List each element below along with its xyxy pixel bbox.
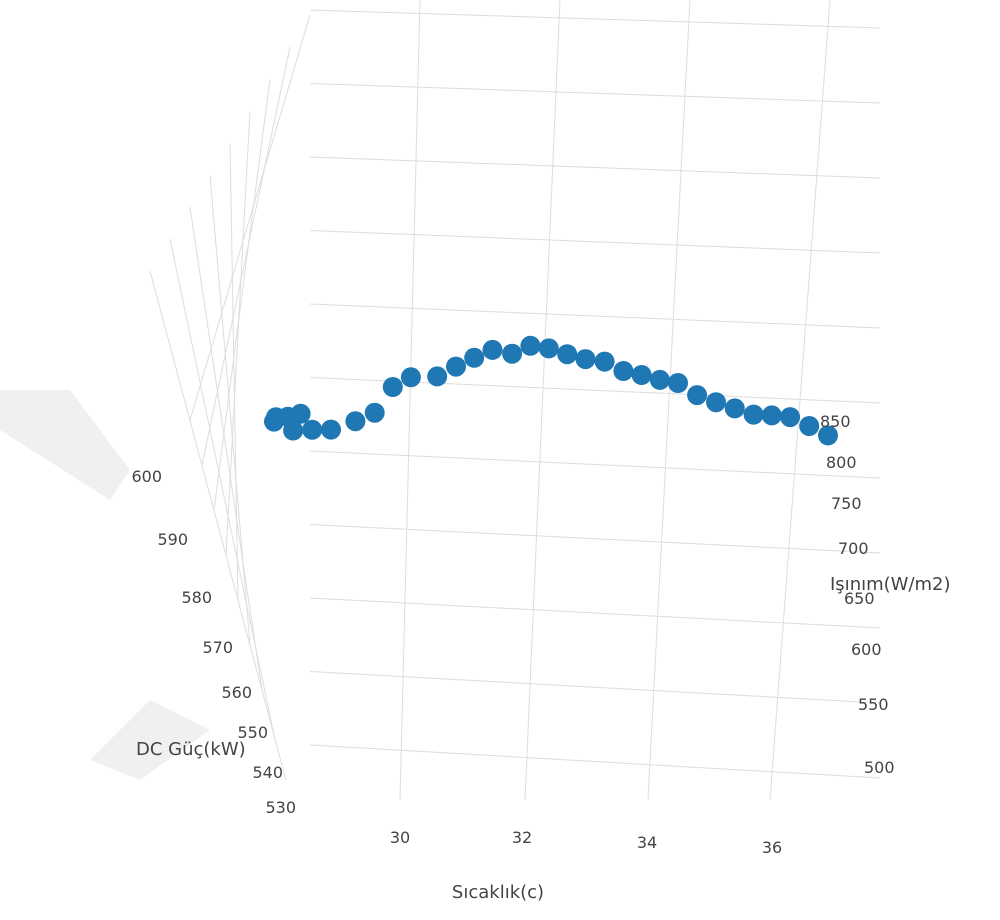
data-point <box>382 377 403 397</box>
data-point <box>631 365 652 385</box>
grid-line <box>309 9 881 29</box>
grid-line <box>309 450 881 479</box>
data-point <box>520 335 541 356</box>
grid-line <box>229 142 239 601</box>
x-axis-title: Sıcaklık(c) <box>452 882 544 903</box>
grid-line <box>309 230 881 254</box>
z-axis-title: DC Güç(kW) <box>136 739 246 760</box>
grid-lines <box>149 0 881 801</box>
data-point <box>264 411 284 432</box>
z-tick-label: 550 <box>237 723 268 742</box>
data-point <box>557 344 578 365</box>
x-tick-label: 30 <box>390 828 410 847</box>
background-shadow-lower <box>90 700 210 780</box>
z-tick-label: 540 <box>252 763 283 782</box>
z-tick-label: 600 <box>131 467 162 486</box>
y-tick-label: 500 <box>864 758 895 777</box>
grid-line <box>189 206 263 691</box>
data-point <box>649 369 670 390</box>
data-point <box>780 407 801 428</box>
data-points <box>264 335 838 446</box>
x-tick-label: 34 <box>637 833 657 852</box>
grid-line <box>399 0 421 801</box>
grid-line <box>209 174 251 646</box>
grid-line <box>524 0 561 801</box>
data-point <box>613 361 634 381</box>
z-axis-ticks: 530 540 550 560 570 580 590 600 <box>131 467 296 817</box>
data-point <box>724 398 745 419</box>
y-tick-label: 850 <box>820 412 851 431</box>
y-tick-label: 700 <box>838 539 869 558</box>
grid-line <box>225 110 251 556</box>
data-point <box>818 425 838 446</box>
grid-line <box>309 156 881 179</box>
x-axis-ticks: 30 32 34 36 <box>390 828 782 857</box>
grid-line <box>169 238 275 736</box>
z-tick-label: 570 <box>202 638 233 657</box>
data-point <box>761 405 782 426</box>
data-point <box>799 416 820 436</box>
grid-line <box>309 597 881 629</box>
y-tick-label: 650 <box>844 589 875 608</box>
background-shadow-upper <box>0 390 130 500</box>
data-point <box>706 392 726 413</box>
z-tick-label: 580 <box>181 588 212 607</box>
grid-line <box>309 83 881 104</box>
data-point <box>400 367 421 388</box>
y-tick-label: 750 <box>831 494 862 513</box>
grid-line <box>309 671 881 704</box>
grid-line <box>201 46 291 466</box>
data-point <box>290 403 311 424</box>
grid-line <box>213 78 271 511</box>
data-point <box>283 420 304 441</box>
grid-line <box>769 0 831 801</box>
data-point <box>482 339 503 360</box>
z-tick-label: 560 <box>221 683 252 702</box>
x-tick-label: 36 <box>762 838 782 857</box>
grid-line <box>309 524 881 554</box>
data-point <box>668 373 688 393</box>
grid-line <box>647 0 691 801</box>
grid-line <box>189 14 311 421</box>
data-point <box>364 402 385 423</box>
grid-line <box>309 744 881 779</box>
data-point <box>743 404 764 425</box>
y-axis-title: Işınım(W/m2) <box>830 574 951 595</box>
data-point <box>427 366 448 387</box>
data-point <box>687 385 708 406</box>
data-point <box>464 347 485 368</box>
data-point <box>575 349 596 370</box>
x-tick-label: 32 <box>512 828 532 847</box>
y-tick-label: 600 <box>851 640 882 659</box>
data-point <box>321 419 341 440</box>
y-axis-ticks: 500 550 600 650 700 750 800 850 <box>820 412 895 777</box>
data-point <box>594 351 615 372</box>
data-point <box>446 356 466 377</box>
data-point <box>302 419 323 440</box>
z-tick-label: 590 <box>157 530 188 549</box>
grid-line <box>149 270 287 781</box>
data-point <box>502 343 523 364</box>
grid-line <box>309 303 881 329</box>
data-point <box>538 338 559 359</box>
y-tick-label: 800 <box>826 453 857 472</box>
data-point <box>345 411 366 432</box>
y-tick-label: 550 <box>858 695 889 714</box>
z-tick-label: 530 <box>265 798 296 817</box>
